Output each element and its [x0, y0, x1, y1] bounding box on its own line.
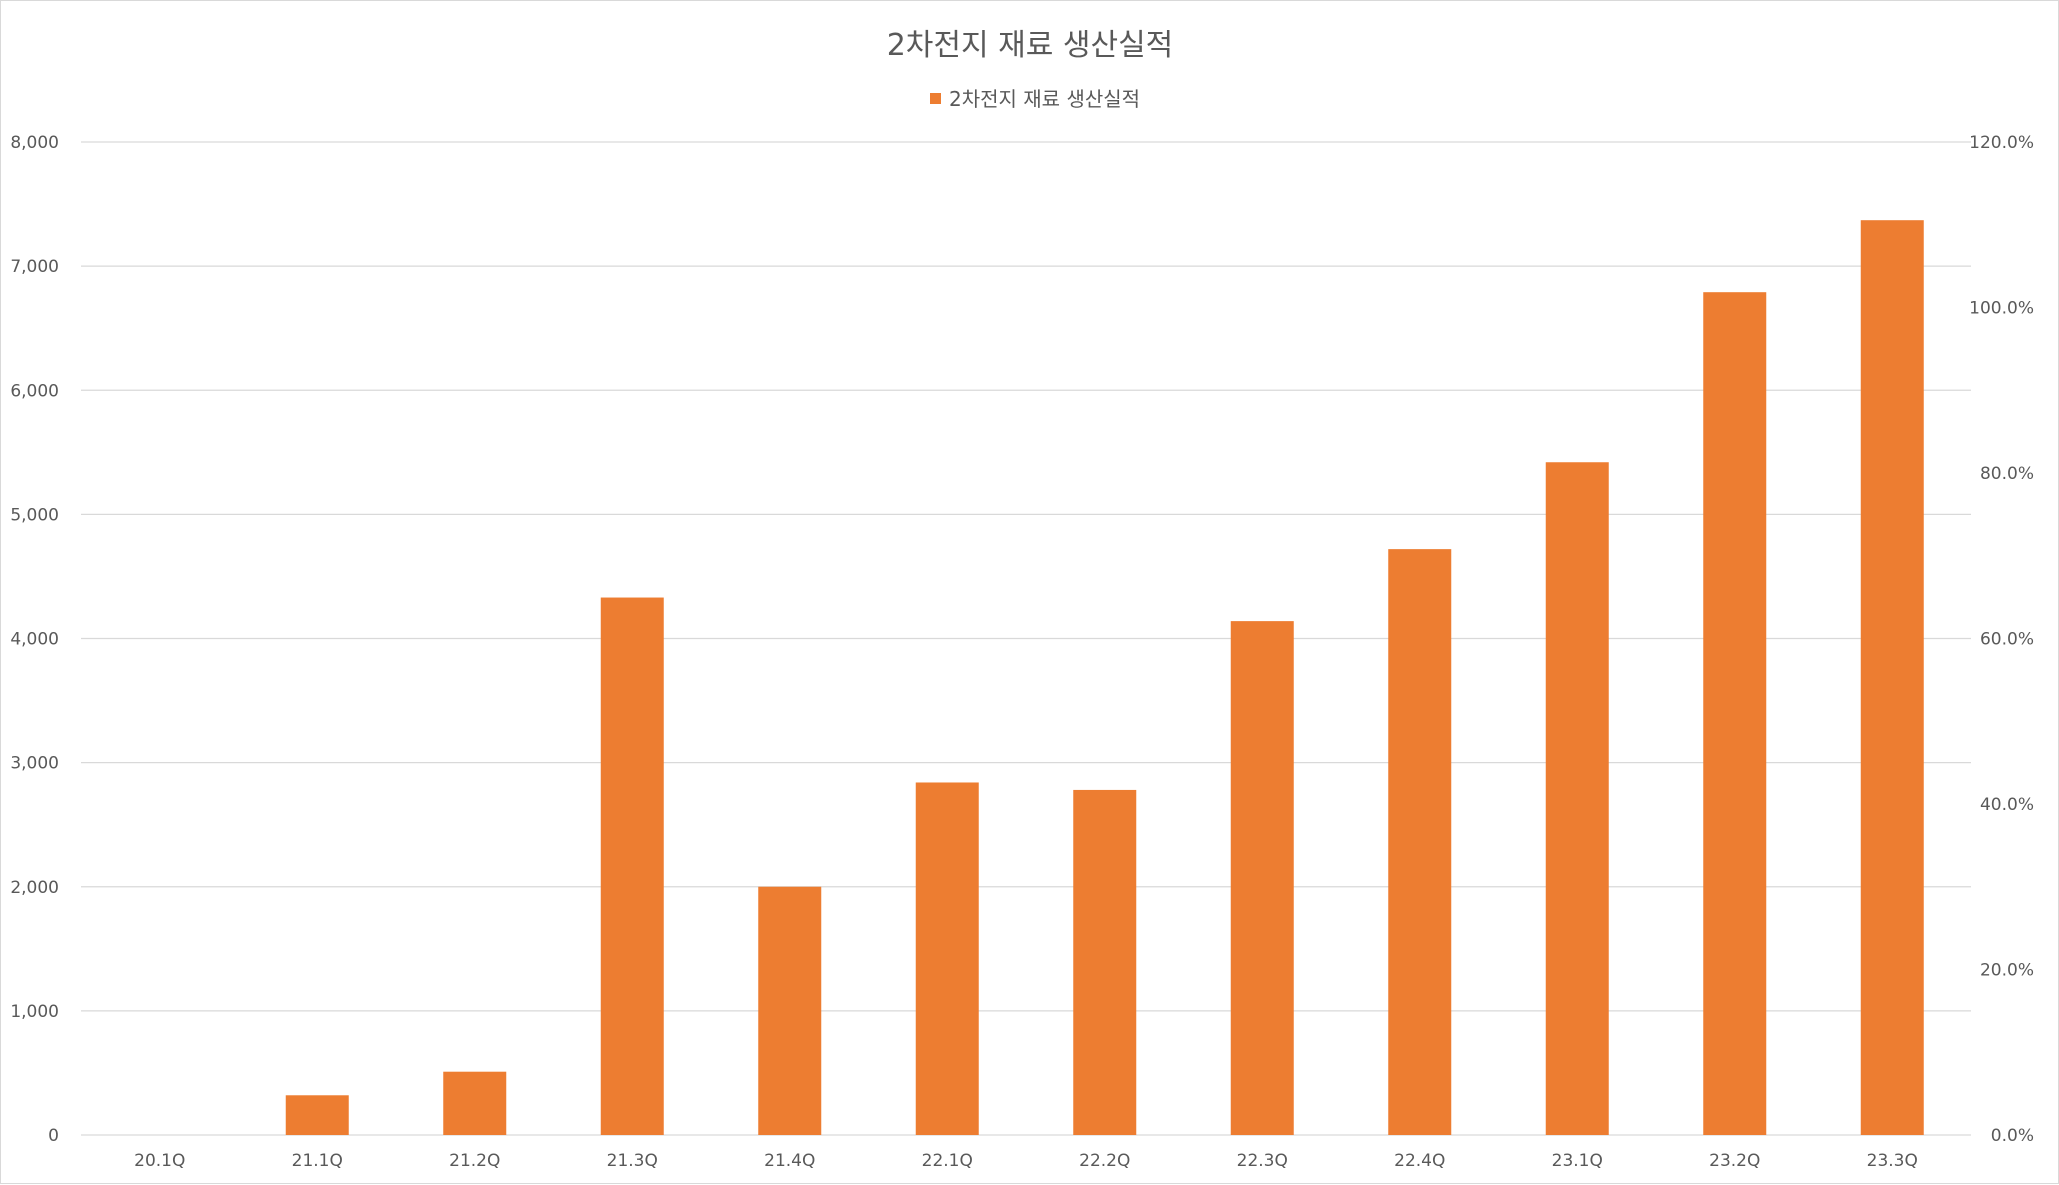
x-tick-label: 23.3Q	[1867, 1151, 1918, 1171]
x-tick-label: 22.2Q	[1079, 1151, 1130, 1171]
y2-tick-label: 0.0%	[1991, 1126, 2034, 1146]
gridlines	[81, 141, 1971, 1136]
x-tick-label: 23.2Q	[1709, 1151, 1760, 1171]
bar	[915, 782, 979, 1135]
bar	[758, 886, 822, 1135]
x-axis: 20.1Q 21.1Q 21.2Q 21.3Q 21.4Q 22.1Q 22.2Q 22.3Q…	[134, 1151, 1918, 1171]
x-tick-label: 21.2Q	[449, 1151, 500, 1171]
y-tick-label: 6,000	[10, 381, 59, 401]
y2-tick-label: 120.0%	[1969, 133, 2034, 153]
y-tick-label: 3,000	[10, 754, 59, 774]
y2-tick-label: 80.0%	[1980, 464, 2034, 484]
y2-tick-label: 100.0%	[1969, 299, 2034, 319]
bar	[443, 1071, 507, 1135]
y-tick-label: 8,000	[10, 133, 59, 153]
x-tick-label: 21.4Q	[764, 1151, 815, 1171]
y2-tick-label: 60.0%	[1980, 630, 2034, 650]
x-tick-label: 22.1Q	[922, 1151, 973, 1171]
bar	[1860, 220, 1924, 1136]
y2-tick-label: 20.0%	[1980, 961, 2034, 981]
x-tick-label: 22.3Q	[1237, 1151, 1288, 1171]
bar	[1388, 549, 1452, 1135]
y-tick-label: 7,000	[10, 257, 59, 277]
x-tick-label: 21.1Q	[292, 1151, 343, 1171]
x-tick-label: 20.1Q	[134, 1151, 185, 1171]
legend-swatch	[930, 93, 941, 104]
y2-tick-label: 40.0%	[1980, 795, 2034, 815]
chart-title: 2차전지 재료 생산실적	[887, 28, 1174, 63]
y-tick-label: 2,000	[10, 878, 59, 898]
y-axis-left: 0 1,000 2,000 3,000 4,000 5,000 6,000 7,000 8,00…	[10, 133, 59, 1146]
legend: 2차전지 재료 생산실적	[930, 87, 1140, 111]
x-tick-label: 21.3Q	[607, 1151, 658, 1171]
legend-label: 2차전지 재료 생산실적	[949, 87, 1140, 111]
bar	[600, 597, 664, 1135]
bar	[1073, 789, 1137, 1135]
y-tick-label: 1,000	[10, 1002, 59, 1022]
bar	[1230, 621, 1294, 1135]
bar	[285, 1095, 349, 1135]
y-tick-label: 0	[48, 1126, 59, 1146]
bars	[285, 220, 1924, 1136]
y-tick-label: 4,000	[10, 630, 59, 650]
x-tick-label: 22.4Q	[1394, 1151, 1445, 1171]
bar	[1703, 292, 1767, 1135]
y-axis-right: 0.0% 20.0% 40.0% 60.0% 80.0% 100.0% 120.0%	[1969, 133, 2034, 1146]
bar	[1545, 462, 1609, 1135]
y-tick-label: 5,000	[10, 505, 59, 525]
x-tick-label: 23.1Q	[1552, 1151, 1603, 1171]
